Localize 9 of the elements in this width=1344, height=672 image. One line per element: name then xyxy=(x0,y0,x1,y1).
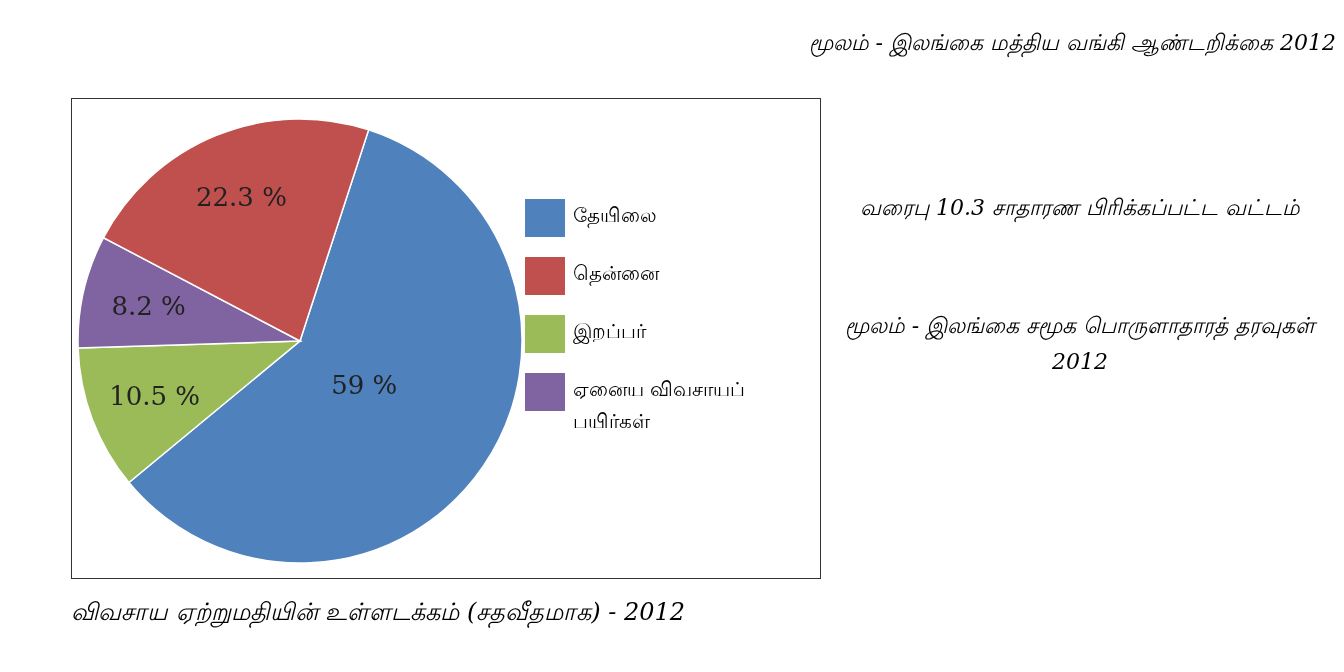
legend-label: தேயிலை xyxy=(573,202,658,230)
data-label: 10.5 % xyxy=(109,380,201,411)
data-label: 59 % xyxy=(331,369,398,400)
data-label: 22.3 % xyxy=(196,182,287,213)
legend-label: ஏனைய விவசாயப் பயிர்கள் xyxy=(573,376,747,435)
data-label: 8.2 % xyxy=(111,291,186,322)
legend-label: தென்னை xyxy=(573,260,661,288)
legend-label: இறப்பர் xyxy=(573,318,648,346)
title: விவசாய ஏற்றுமதியின் உள்ளடக்கம் (சதவீதமாக) - 2012 xyxy=(71,598,686,629)
